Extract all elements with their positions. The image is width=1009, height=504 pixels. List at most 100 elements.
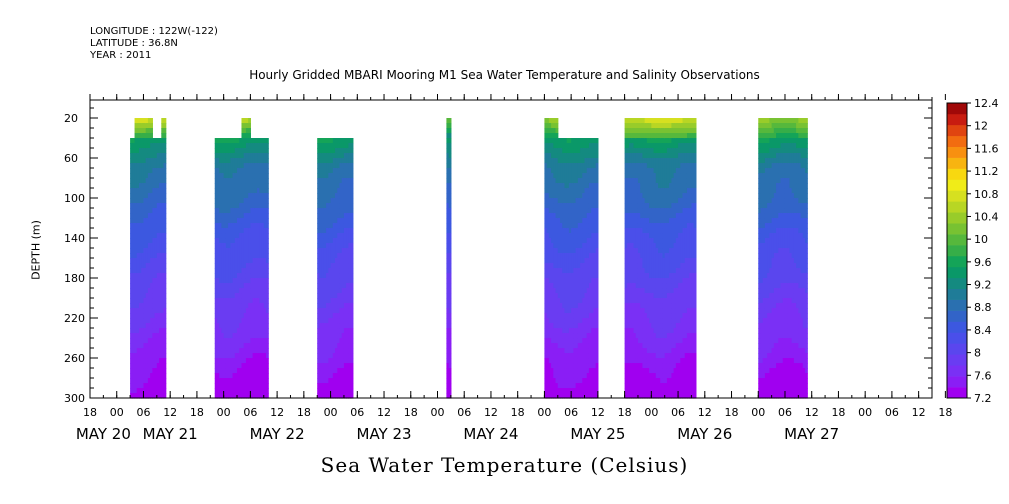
data-segment bbox=[544, 118, 599, 399]
data-cell bbox=[548, 158, 552, 164]
data-cell bbox=[230, 323, 234, 329]
data-cell bbox=[631, 353, 635, 359]
data-cell bbox=[228, 188, 231, 194]
data-cell bbox=[259, 228, 263, 234]
data-cell bbox=[241, 288, 245, 294]
data-cell bbox=[637, 293, 641, 299]
data-cell bbox=[147, 268, 151, 274]
data-cell bbox=[326, 348, 329, 354]
data-cell bbox=[337, 288, 341, 294]
data-cell bbox=[577, 218, 581, 224]
data-cell bbox=[241, 308, 245, 314]
data-cell bbox=[130, 238, 133, 244]
data-cell bbox=[586, 288, 590, 294]
data-cell bbox=[346, 143, 349, 149]
data-cell bbox=[350, 373, 354, 379]
data-cell bbox=[350, 148, 354, 154]
data-cell bbox=[337, 218, 341, 224]
data-cell bbox=[234, 393, 238, 399]
data-cell bbox=[263, 188, 267, 194]
data-cell bbox=[646, 238, 650, 244]
data-cell bbox=[341, 158, 345, 164]
data-cell bbox=[551, 248, 554, 254]
data-cell bbox=[564, 308, 568, 314]
data-cell bbox=[575, 298, 579, 304]
data-cell bbox=[571, 348, 574, 354]
data-cell bbox=[649, 163, 652, 169]
data-cell bbox=[339, 258, 343, 264]
data-cell bbox=[595, 193, 599, 199]
data-cell bbox=[446, 133, 450, 139]
data-cell bbox=[544, 238, 548, 244]
data-cell bbox=[446, 383, 450, 389]
data-cell bbox=[555, 273, 559, 279]
data-cell bbox=[577, 203, 581, 209]
data-cell bbox=[633, 123, 637, 129]
data-cell bbox=[216, 198, 220, 204]
data-cell bbox=[265, 203, 269, 209]
data-cell bbox=[642, 188, 646, 194]
data-cell bbox=[591, 313, 595, 319]
data-cell bbox=[575, 388, 579, 394]
data-cell bbox=[584, 208, 588, 214]
data-cell bbox=[584, 193, 588, 199]
data-cell bbox=[332, 283, 336, 289]
data-cell bbox=[551, 318, 554, 324]
data-cell bbox=[254, 288, 258, 294]
data-cell bbox=[337, 383, 341, 389]
data-cell bbox=[588, 193, 592, 199]
data-cell bbox=[448, 308, 452, 314]
data-cell bbox=[321, 298, 325, 304]
data-cell bbox=[548, 118, 552, 124]
data-cell bbox=[234, 258, 238, 264]
data-cell bbox=[571, 143, 574, 149]
data-cell bbox=[250, 318, 254, 324]
data-cell bbox=[156, 368, 160, 374]
data-cell bbox=[566, 293, 570, 299]
data-cell bbox=[163, 213, 167, 219]
data-cell bbox=[588, 203, 592, 209]
data-cell bbox=[130, 323, 133, 329]
data-cell bbox=[214, 183, 218, 189]
data-cell bbox=[350, 178, 354, 184]
data-cell bbox=[252, 273, 256, 279]
data-cell bbox=[232, 178, 236, 184]
data-cell bbox=[245, 328, 249, 334]
data-cell bbox=[214, 138, 218, 144]
data-cell bbox=[573, 268, 577, 274]
data-cell bbox=[232, 188, 236, 194]
data-cell bbox=[626, 153, 630, 159]
data-cell bbox=[571, 338, 574, 344]
data-cell bbox=[335, 328, 338, 334]
data-cell bbox=[577, 368, 581, 374]
data-cell bbox=[339, 208, 343, 214]
data-cell bbox=[560, 303, 563, 309]
data-cell bbox=[562, 378, 566, 384]
data-cell bbox=[644, 123, 648, 129]
data-cell bbox=[330, 188, 334, 194]
data-cell bbox=[265, 243, 269, 249]
data-cell bbox=[640, 228, 644, 234]
data-cell bbox=[629, 303, 632, 309]
data-cell bbox=[446, 303, 450, 309]
data-cell bbox=[239, 388, 243, 394]
data-cell bbox=[136, 138, 140, 144]
data-cell bbox=[546, 158, 550, 164]
data-cell bbox=[317, 248, 321, 254]
data-cell bbox=[237, 148, 240, 154]
data-cell bbox=[593, 148, 597, 154]
data-cell bbox=[161, 253, 165, 259]
data-cell bbox=[261, 263, 265, 269]
data-cell bbox=[221, 328, 225, 334]
data-cell bbox=[130, 363, 133, 369]
data-cell bbox=[341, 173, 345, 179]
data-cell bbox=[216, 173, 220, 179]
data-cell bbox=[633, 128, 637, 134]
data-cell bbox=[237, 323, 240, 329]
data-cell bbox=[159, 293, 162, 299]
data-cell bbox=[237, 168, 240, 174]
data-cell bbox=[633, 253, 637, 259]
data-cell bbox=[154, 208, 158, 214]
data-cell bbox=[243, 213, 247, 219]
data-cell bbox=[145, 348, 149, 354]
